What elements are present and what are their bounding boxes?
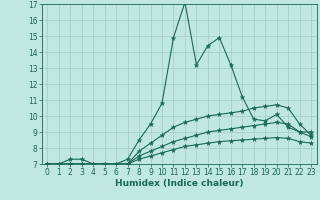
X-axis label: Humidex (Indice chaleur): Humidex (Indice chaleur) <box>115 179 244 188</box>
